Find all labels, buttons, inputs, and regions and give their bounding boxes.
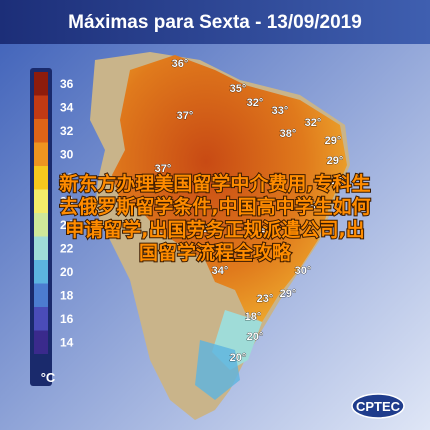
legend-swatch xyxy=(34,330,48,354)
legend-swatch xyxy=(34,119,48,143)
legend-swatch xyxy=(34,260,48,284)
legend-swatch xyxy=(34,189,48,213)
overlay-line: 去俄罗斯留学条件,中国高中学生如何 xyxy=(59,195,370,218)
temperature-label: 29° xyxy=(332,175,349,187)
map-labels: 36°35°32°33°37°32°38°29°29°37°29°29°39° 3… xyxy=(154,58,349,365)
temperature-label: 18° xyxy=(245,311,262,323)
temperature-label: 34° xyxy=(212,265,229,277)
overlay-line: 新东方办理美国留学中介费用,专科生 xyxy=(59,172,370,195)
temperature-label: 37° xyxy=(155,163,172,175)
temperature-label: 29° xyxy=(280,288,297,300)
legend-tick-label: 26 xyxy=(60,194,74,208)
logo: CPTEC xyxy=(356,399,401,414)
legend-swatch xyxy=(34,236,48,260)
legend-tick-label: 28 xyxy=(60,171,74,185)
overlay-line: 申请留学,出国劳务正规派遣公司,出 xyxy=(65,218,364,241)
temperature-label: 32° xyxy=(305,117,322,129)
legend-tick-label: 32 xyxy=(60,124,74,138)
legend-swatch xyxy=(34,142,48,166)
temperature-label: 23° xyxy=(257,293,274,305)
temperature-label: 38° xyxy=(280,128,297,140)
overlay-line: 国留学流程全攻略 xyxy=(139,241,292,264)
legend-swatch xyxy=(34,166,48,190)
temperature-label: 29° xyxy=(325,135,342,147)
legend: 36 34 32 30 28 26 24 22 20 18 16 14 °C xyxy=(34,72,74,385)
legend-tick-label: 20 xyxy=(60,265,74,279)
legend-tick-label: 34 xyxy=(60,100,74,114)
brazil xyxy=(112,55,347,322)
legend-tick-label: 18 xyxy=(60,288,74,302)
legend-swatch xyxy=(34,283,48,307)
legend-swatch xyxy=(34,307,48,331)
temperature-label: 39° xyxy=(202,223,219,235)
temperature-label: 20° xyxy=(247,331,264,343)
temperature-label: 32° xyxy=(247,97,264,109)
temperature-label: 36° xyxy=(172,58,189,70)
legend-tick-label: 16 xyxy=(60,312,74,326)
legend-tick-label: 14 xyxy=(60,335,74,349)
temperature-label: 30° xyxy=(295,265,312,277)
legend-swatch xyxy=(34,72,48,96)
temperature-label: 35° xyxy=(254,227,271,239)
overlay-text: 新东方办理美国留学中介费用,专科生去俄罗斯留学条件,中国高中学生如何申请留学,出… xyxy=(58,171,371,265)
title: Máximas para Sexta - 13/09/2019 xyxy=(68,12,362,33)
logo-badge xyxy=(351,393,405,419)
legend-swatch xyxy=(34,213,48,237)
temperature-label: 37° xyxy=(177,110,194,122)
legend-tick-label: 36 xyxy=(60,77,74,91)
header-bar xyxy=(0,0,430,44)
legend-swatch xyxy=(34,95,48,119)
legend-unit: °C xyxy=(41,370,56,385)
uruguay-area xyxy=(195,340,240,400)
legend-tick-label: 30 xyxy=(60,147,74,161)
temperature-label: 33° xyxy=(272,105,289,117)
temperature-label: 29° xyxy=(304,200,321,212)
legend-tick-label: 24 xyxy=(60,218,74,232)
temperature-label: 29° xyxy=(327,155,344,167)
legend-tick-label: 22 xyxy=(60,241,74,255)
temperature-label: 35° xyxy=(230,83,247,95)
temperature-label: 20° xyxy=(230,352,247,364)
